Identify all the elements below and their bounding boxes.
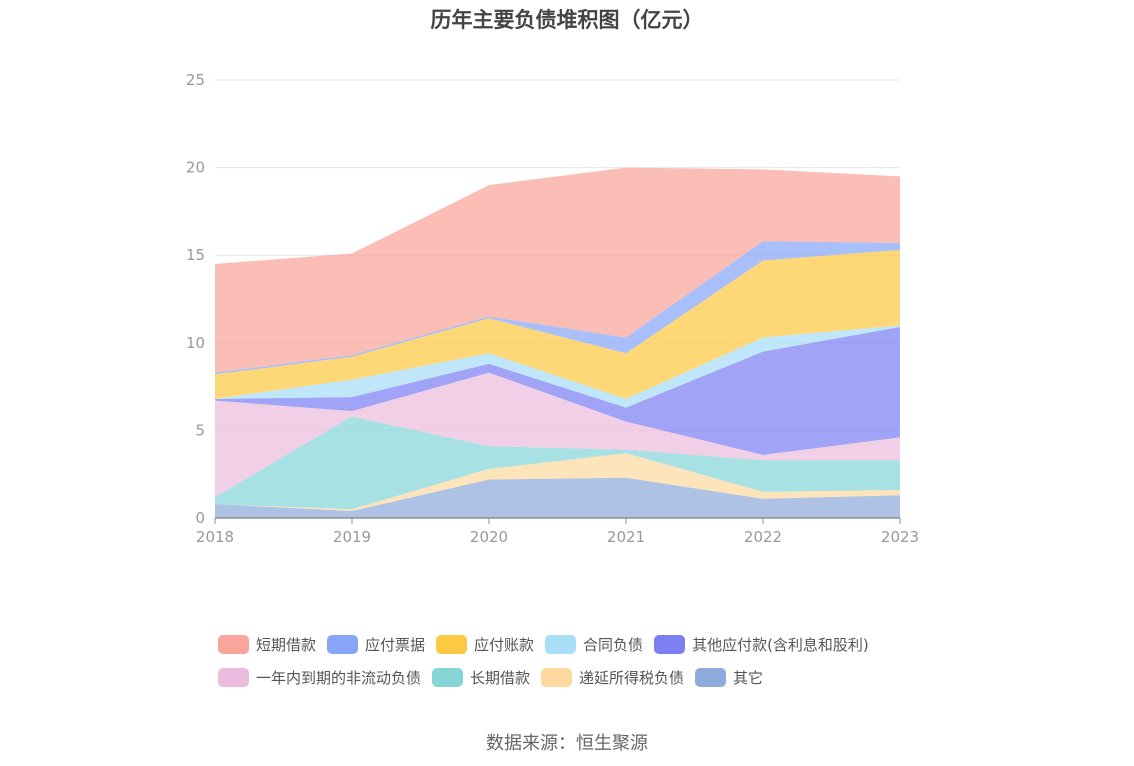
x-tick-label: 2020 [470,528,508,546]
legend-swatch [432,667,464,687]
area-series[interactable] [215,325,900,408]
legend-label: 合同负债 [583,635,644,654]
legend-swatch [327,634,359,654]
area-series[interactable] [215,241,900,375]
chart-title: 历年主要负债堆积图（亿元） [430,8,704,32]
x-tick-label: 2019 [333,528,371,546]
y-tick-label: 25 [186,71,205,89]
area-series[interactable] [215,372,900,497]
y-tick-label: 15 [186,246,205,264]
legend-swatch [541,667,573,687]
legend: 短期借款 应付票据 应付账款 合同负债 其他应付款(含利息和股利) 一 [218,631,978,697]
legend-item-short-term-loans[interactable]: 短期借款 [218,634,316,655]
area-series[interactable] [215,477,900,518]
legend-label: 短期借款 [256,635,317,654]
legend-label: 其它 [733,668,764,687]
legend-label: 应付账款 [474,635,535,654]
y-tick-label: 20 [186,159,205,177]
legend-item-notes-payable[interactable]: 应付票据 [327,634,425,655]
legend-swatch [218,667,249,687]
legend-row-2: 一年内到期的非流动负债 长期借款 递延所得税负债 其它 [218,664,978,690]
area-series[interactable] [215,453,900,511]
x-tick-label: 2018 [196,528,234,546]
legend-swatch [654,634,686,654]
legend-item-deferred-tax[interactable]: 递延所得税负债 [541,667,684,688]
area-series[interactable] [215,249,900,399]
legend-label: 应付票据 [365,635,426,654]
stacked-area-chart: 0 5 10 15 20 25 2018 2019 2020 2021 2022 2023 [186,71,919,546]
data-source-note: 数据来源：恒生聚源 [486,733,648,754]
x-tick-label: 2021 [607,528,645,546]
x-tick-label: 2023 [881,528,919,546]
legend-label: 一年内到期的非流动负债 [256,668,422,687]
legend-swatch [436,634,468,654]
legend-item-long-term-loans[interactable]: 长期借款 [432,667,530,688]
legend-swatch [218,634,249,654]
area-series[interactable] [215,327,900,455]
area-series[interactable] [215,416,900,510]
axis-layer: 0 5 10 15 20 25 2018 2019 2020 2021 2022 2023 [186,71,919,546]
legend-label: 长期借款 [470,668,531,687]
area-layer [215,167,900,518]
legend-item-contract-liabilities[interactable]: 合同负债 [545,634,643,655]
y-tick-label: 0 [195,509,205,527]
legend-label: 其他应付款(含利息和股利) [692,635,869,654]
y-tick-label: 5 [195,421,205,439]
legend-label: 递延所得税负债 [579,668,685,687]
legend-swatch [695,667,727,687]
legend-item-other[interactable]: 其它 [695,667,763,688]
legend-row-1: 短期借款 应付票据 应付账款 合同负债 其他应付款(含利息和股利) [218,631,978,657]
y-tick-label: 10 [186,334,205,352]
area-series[interactable] [215,167,900,373]
legend-item-current-noncurrent[interactable]: 一年内到期的非流动负债 [218,667,421,688]
legend-item-accounts-payable[interactable]: 应付账款 [436,634,534,655]
legend-item-other-payables[interactable]: 其他应付款(含利息和股利) [654,634,869,655]
x-tick-label: 2022 [744,528,782,546]
legend-swatch [545,634,577,654]
